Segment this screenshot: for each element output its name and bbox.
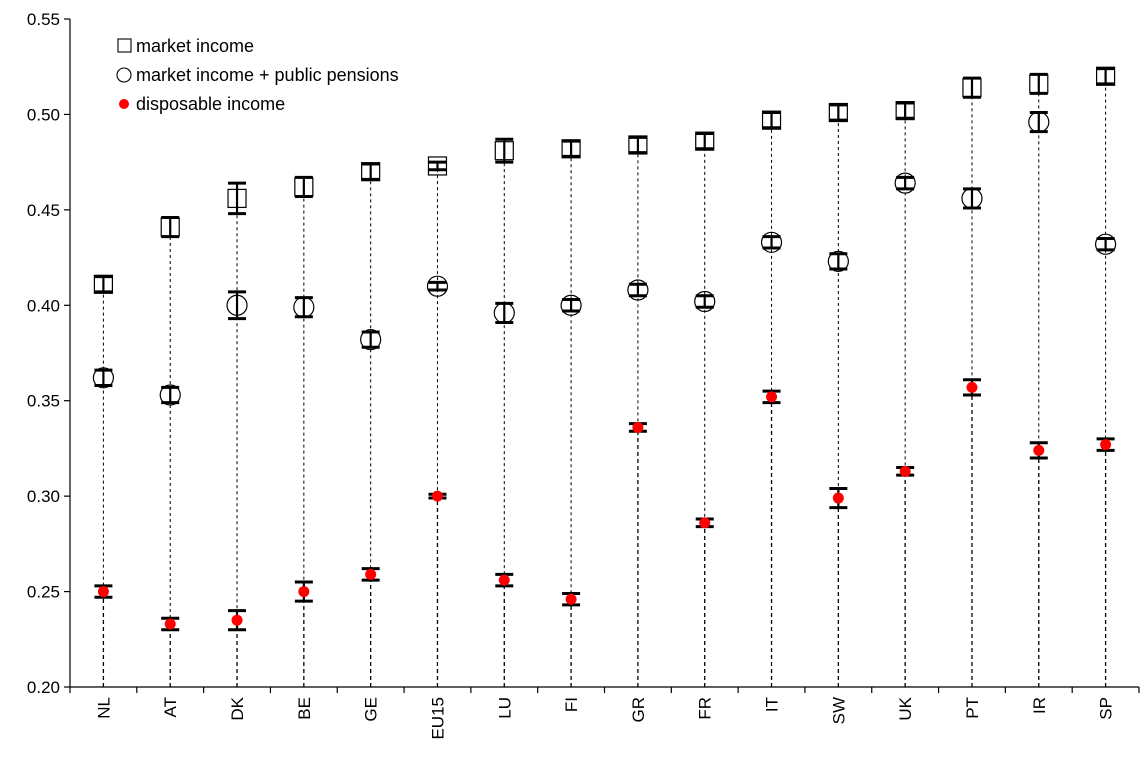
market-pensions-point-NL <box>92 367 115 389</box>
market-pensions-point-IT <box>760 231 783 253</box>
y-tick-label: 0.35 <box>27 392 60 411</box>
connector-lines <box>102 76 1107 687</box>
y-tick-label: 0.45 <box>27 201 60 220</box>
x-tick-label-AT: AT <box>161 697 180 717</box>
y-tick-label: 0.25 <box>27 583 60 602</box>
disposable-income-point-AT <box>164 618 176 630</box>
y-tick-label: 0.50 <box>27 105 60 124</box>
disposable-income-point-LU <box>498 574 510 586</box>
legend-square-marker <box>117 38 132 53</box>
legend-dot-marker <box>119 99 129 109</box>
legend: market income market income + public pens… <box>116 36 399 114</box>
x-tick-label-UK: UK <box>896 696 915 720</box>
market-pensions-point-FR <box>694 290 716 313</box>
x-tick-label-PT: PT <box>963 697 982 719</box>
disposable-income-point-UK <box>899 465 911 477</box>
x-tick-label-LU: LU <box>495 697 514 719</box>
y-tick-label: 0.55 <box>27 10 60 29</box>
x-tick-label-EU15: EU15 <box>428 697 447 740</box>
x-tick-label-SP: SP <box>1097 697 1116 720</box>
x-tick-label-NL: NL <box>94 697 113 719</box>
x-axis-ticks: NL AT DK BE GE EU15 LU FI GR FR IT SW UK PT IR SP <box>69 687 1140 740</box>
disposable-income-point-NL <box>97 586 109 598</box>
legend-label-2: disposable income <box>136 94 285 114</box>
axes <box>69 19 1139 688</box>
x-tick-label-BE: BE <box>295 697 314 720</box>
y-tick-label: 0.20 <box>27 678 60 697</box>
market-pensions-point-UK <box>894 172 916 194</box>
market-pensions-point-SW <box>827 250 849 272</box>
market-pensions-point-AT <box>159 384 181 406</box>
x-tick-label-FI: FI <box>562 697 581 712</box>
legend-circle-marker <box>116 67 132 83</box>
x-tick-label-SW: SW <box>829 697 848 724</box>
disposable-income-point-FI <box>565 593 577 605</box>
disposable-income-point-PT <box>966 381 978 393</box>
market-pensions-point-GR <box>627 279 649 301</box>
x-tick-label-IR: IR <box>1030 697 1049 714</box>
legend-label-0: market income <box>136 36 254 56</box>
legend-label-1: market income + public pensions <box>136 65 399 85</box>
market-pensions-point-SP <box>1094 233 1117 255</box>
disposable-income-point-SW <box>832 492 844 504</box>
data-marks <box>92 66 1117 632</box>
disposable-income-point-BE <box>298 586 310 598</box>
disposable-income-point-DK <box>231 614 243 626</box>
x-tick-label-GR: GR <box>629 697 648 723</box>
y-tick-label: 0.40 <box>27 296 60 315</box>
disposable-income-point-SP <box>1100 439 1112 451</box>
x-tick-label-DK: DK <box>228 696 247 720</box>
y-tick-label: 0.30 <box>27 487 60 506</box>
disposable-income-point-EU15 <box>431 490 443 502</box>
y-axis-ticks: 0.20 0.25 0.30 0.35 0.40 0.45 0.50 0.55 <box>27 10 70 697</box>
disposable-income-point-IT <box>766 391 778 403</box>
disposable-income-point-FR <box>699 517 711 529</box>
market-pensions-point-GE <box>360 329 382 351</box>
disposable-income-point-IR <box>1033 444 1045 456</box>
market-pensions-point-FI <box>560 294 582 316</box>
market-income-point-EU15 <box>427 156 448 176</box>
x-tick-label-FR: FR <box>696 697 715 720</box>
x-tick-label-GE: GE <box>362 697 381 722</box>
disposable-income-point-GE <box>365 568 377 580</box>
market-pensions-point-EU15 <box>426 275 449 297</box>
x-tick-label-IT: IT <box>763 697 782 712</box>
disposable-income-point-GR <box>632 421 644 433</box>
